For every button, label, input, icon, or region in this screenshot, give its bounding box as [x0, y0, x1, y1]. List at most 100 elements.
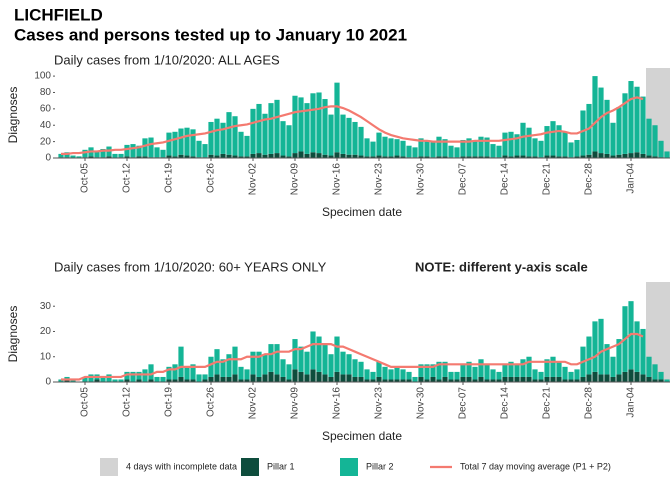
bar	[400, 379, 406, 382]
x-tick-label: Dec-07	[458, 387, 469, 420]
bar	[592, 321, 598, 372]
bar	[388, 156, 394, 158]
y-axis-label: Diagnoses	[6, 306, 20, 363]
y-tick-label: 10	[40, 351, 52, 362]
bar	[376, 361, 382, 377]
bar	[100, 148, 106, 158]
bar	[442, 139, 448, 157]
bar	[610, 155, 616, 158]
bar	[280, 359, 286, 377]
bar	[622, 371, 628, 382]
x-tick-label: Dec-28	[584, 387, 595, 420]
bar	[268, 103, 274, 154]
bar	[550, 376, 556, 382]
bar	[358, 376, 364, 382]
bar	[604, 344, 610, 375]
bar	[502, 364, 508, 377]
bar	[208, 154, 214, 158]
x-tick-label: Nov-23	[374, 387, 385, 420]
bar	[394, 379, 400, 382]
bar	[190, 156, 196, 158]
bar	[262, 374, 268, 382]
bar	[484, 137, 490, 157]
bar	[502, 155, 508, 158]
bar	[208, 356, 214, 377]
bar	[430, 376, 436, 382]
bar	[286, 379, 292, 382]
bar	[424, 156, 430, 158]
bar	[484, 379, 490, 382]
bar	[538, 379, 544, 382]
bar	[112, 379, 118, 382]
bar	[310, 331, 316, 370]
bar	[328, 376, 334, 382]
bar	[232, 374, 238, 382]
bar	[460, 364, 466, 377]
bar	[640, 328, 646, 375]
bar	[124, 156, 130, 158]
bar	[274, 344, 280, 375]
bar	[604, 153, 610, 158]
x-tick-label: Nov-09	[290, 163, 301, 196]
moving-average-line	[61, 96, 644, 156]
bar	[352, 154, 358, 158]
bar	[184, 379, 190, 382]
bar	[514, 134, 520, 156]
bar	[292, 369, 298, 382]
x-tick-label: Jan-04	[626, 163, 637, 194]
bar	[592, 151, 598, 158]
x-tick-label: Oct-19	[164, 163, 175, 193]
bar	[346, 354, 352, 375]
bar	[148, 137, 154, 158]
x-tick-label: Nov-30	[416, 163, 427, 196]
bar	[130, 144, 136, 158]
bar	[580, 155, 586, 158]
bar	[280, 376, 286, 382]
bar	[256, 153, 262, 158]
bar	[454, 379, 460, 382]
bar	[472, 140, 478, 157]
x-tick-label: Nov-16	[332, 387, 343, 420]
bar	[448, 145, 454, 158]
bar	[220, 376, 226, 382]
bar	[370, 379, 376, 382]
bar	[106, 156, 112, 158]
bar	[310, 93, 316, 153]
bar	[226, 376, 232, 382]
bar	[286, 156, 292, 158]
bar	[172, 379, 178, 382]
bar	[478, 136, 484, 157]
bar	[274, 99, 280, 154]
bar	[562, 156, 568, 158]
legend-label: Pillar 1	[267, 461, 295, 471]
bar	[604, 99, 610, 154]
legend-label: Pillar 2	[366, 461, 394, 471]
bar	[256, 376, 262, 382]
bar	[628, 369, 634, 382]
bar	[262, 154, 268, 158]
bar	[82, 376, 88, 382]
bar	[526, 127, 532, 157]
bar	[250, 351, 256, 375]
bar	[178, 154, 184, 158]
y-tick-label: 20	[40, 326, 52, 337]
bar	[382, 136, 388, 157]
bar	[598, 374, 604, 382]
bar	[166, 155, 172, 158]
bar	[634, 152, 640, 158]
bar	[580, 110, 586, 156]
bar	[376, 132, 382, 156]
bar	[454, 371, 460, 380]
bar	[532, 369, 538, 380]
bar	[400, 369, 406, 380]
bar	[358, 155, 364, 158]
bar	[586, 374, 592, 382]
bar	[130, 371, 136, 382]
bar	[490, 369, 496, 380]
bar	[352, 359, 358, 377]
bar	[268, 344, 274, 372]
page-subtitle: Cases and persons tested up to January 1…	[14, 25, 407, 44]
x-tick-label: Nov-02	[248, 387, 259, 420]
panel-title: Daily cases from 1/10/2020: 60+ YEARS ON…	[54, 259, 327, 274]
